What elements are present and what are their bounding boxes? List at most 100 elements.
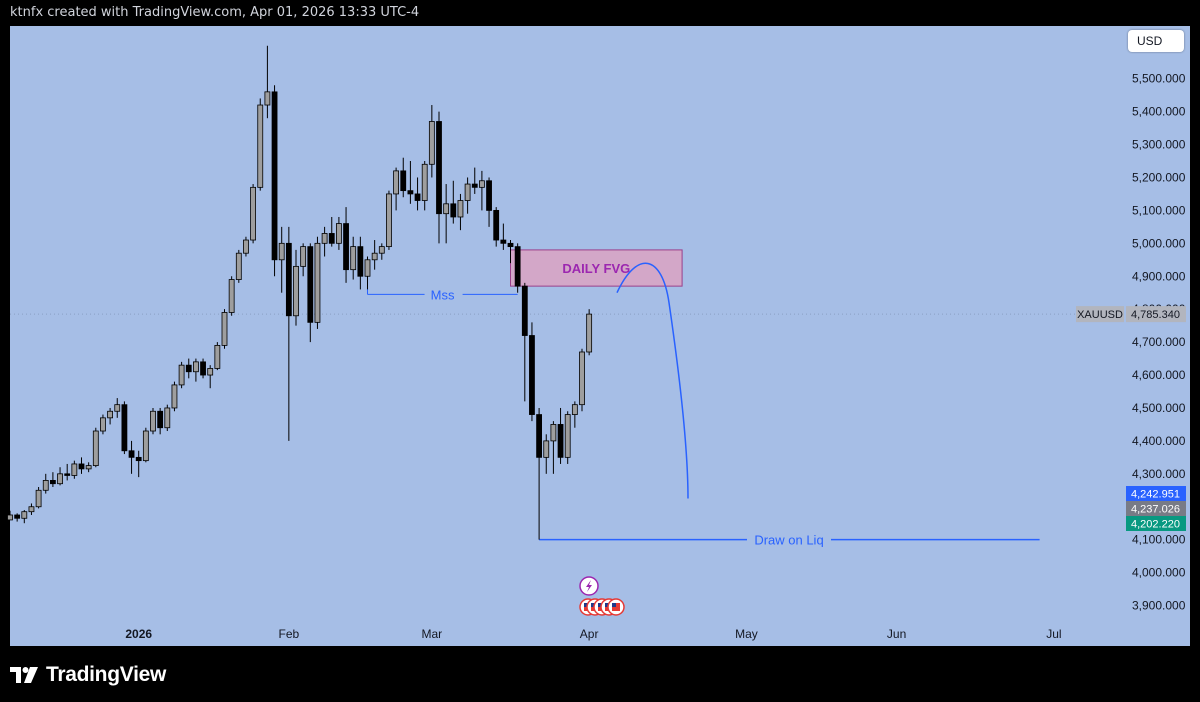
- time-tick-label: May: [735, 627, 758, 641]
- projection-curve: [616, 262, 689, 499]
- price-tick-label: 4,100.000: [1132, 533, 1186, 547]
- candle-up: [464, 183, 471, 201]
- symbol-label: XAUUSD: [1077, 309, 1123, 321]
- candle-up: [57, 473, 63, 485]
- us-flag-canton: [605, 603, 609, 607]
- draw-on-liq-label: Draw on Liq: [754, 533, 823, 548]
- price-badge-value: 4,202.220: [1131, 519, 1180, 531]
- mss-label: Mss: [431, 287, 455, 302]
- candle-up: [28, 506, 35, 513]
- price-badge-value: 4,242.951: [1131, 489, 1180, 501]
- candle-down: [521, 285, 528, 336]
- price-tick-label: 4,400.000: [1132, 434, 1186, 448]
- time-axis[interactable]: 2026 Feb Mar Apr May Jun Jul: [125, 627, 1061, 641]
- candle-up: [378, 246, 385, 254]
- candle-down: [514, 246, 521, 287]
- candle-down: [328, 233, 335, 244]
- tradingview-logo[interactable]: TradingView: [10, 660, 166, 690]
- price-tick-label: 5,200.000: [1132, 170, 1186, 184]
- time-tick-label: Jul: [1046, 627, 1061, 641]
- candle-up: [35, 489, 42, 508]
- candle-up: [278, 242, 285, 261]
- candle-up: [114, 404, 121, 412]
- candle-up: [543, 440, 550, 458]
- tradingview-logo-icon: [10, 667, 38, 683]
- price-tick-label: 4,500.000: [1132, 401, 1186, 415]
- candle-down: [50, 480, 56, 485]
- price-badge: [1126, 501, 1186, 516]
- candle-up: [364, 259, 371, 277]
- candle-up: [92, 430, 99, 466]
- candle-up: [428, 121, 435, 165]
- candle-up: [243, 239, 249, 254]
- candle-down: [507, 242, 514, 248]
- price-badge: [1126, 486, 1186, 501]
- candle-down: [471, 183, 478, 188]
- price-axis[interactable]: 3,900.0004,000.0004,100.0004,200.0004,30…: [1132, 72, 1186, 613]
- price-tick-label: 5,500.000: [1132, 72, 1186, 86]
- candle-up: [107, 410, 113, 419]
- price-tick-label: 5,000.000: [1132, 236, 1186, 250]
- candle-up: [457, 200, 464, 218]
- event-markers[interactable]: [579, 576, 625, 616]
- daily-fvg-label: DAILY FVG: [562, 261, 630, 276]
- candle-up: [371, 252, 378, 261]
- candle-up: [228, 279, 235, 313]
- candle-up: [421, 163, 428, 201]
- candles-layer: [7, 45, 593, 540]
- candle-down: [285, 242, 292, 317]
- candle-up: [393, 170, 400, 195]
- time-tick-label: 2026: [125, 627, 152, 641]
- candle-down: [128, 450, 135, 458]
- symbol-badge: [1076, 306, 1124, 323]
- price-tick-label: 4,900.000: [1132, 269, 1186, 283]
- candle-up: [550, 424, 557, 442]
- candle-up: [571, 404, 578, 415]
- candle-down: [78, 463, 85, 470]
- candle-down: [121, 404, 128, 452]
- candle-down: [357, 246, 364, 277]
- candle-up: [214, 345, 221, 369]
- candle-up: [192, 361, 199, 373]
- daily-fvg-box: [510, 249, 683, 287]
- chart-frame: [10, 26, 1190, 646]
- candle-up: [586, 313, 593, 353]
- candle-down: [307, 246, 314, 323]
- candle-up: [150, 410, 156, 432]
- candle-up: [321, 233, 328, 244]
- candle-up: [300, 246, 307, 267]
- price-badges: XAUUSD 4,785.340 4,242.951 4,237.026 4,202.2…: [1076, 306, 1186, 531]
- candle-down: [157, 410, 164, 429]
- candle-down: [557, 424, 564, 458]
- candle-up: [42, 480, 49, 491]
- price-tick-label: 4,700.000: [1132, 335, 1186, 349]
- candle-up: [171, 384, 178, 409]
- candle-down: [450, 203, 457, 218]
- price-tick-label: 5,100.000: [1132, 203, 1186, 217]
- candle-down: [529, 335, 535, 415]
- candle-down: [486, 180, 492, 211]
- candle-down: [185, 364, 192, 373]
- candle-up: [250, 186, 257, 241]
- time-tick-label: Feb: [279, 627, 300, 641]
- candle-up: [178, 364, 185, 386]
- candle-up: [335, 223, 342, 244]
- price-tick-label: 4,600.000: [1132, 368, 1186, 382]
- us-flag-canton: [612, 603, 616, 607]
- candle-up: [142, 430, 149, 462]
- candle-down: [271, 91, 278, 261]
- us-flag-canton: [598, 603, 602, 607]
- price-tick-label: 5,300.000: [1132, 138, 1186, 152]
- price-tick-label: 4,300.000: [1132, 467, 1186, 481]
- currency-button[interactable]: USD: [1128, 30, 1184, 52]
- price-badge: [1126, 516, 1186, 531]
- candle-down: [14, 514, 21, 519]
- candle-up: [314, 242, 321, 323]
- candle-up: [100, 417, 106, 432]
- time-tick-label: Mar: [422, 627, 443, 641]
- candle-up: [257, 104, 264, 188]
- candle-up: [164, 407, 171, 429]
- price-badge-value: 4,237.026: [1131, 504, 1180, 516]
- drawing-layer: DAILY FVG Mss Draw on Liq: [10, 249, 1124, 548]
